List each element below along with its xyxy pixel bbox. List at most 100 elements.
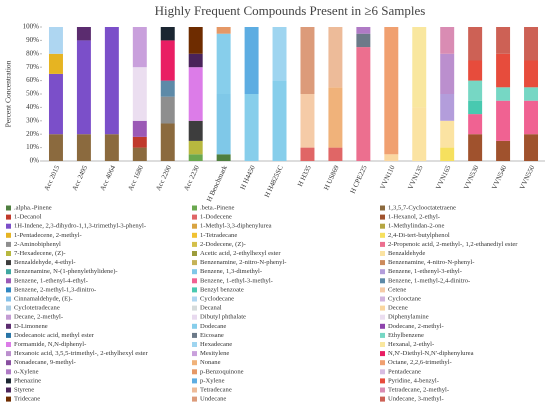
legend-label: 1-Pentadecene, 2-methyl-	[14, 232, 82, 239]
legend-swatch	[6, 205, 11, 211]
legend-label: Cetene	[388, 286, 406, 293]
legend-swatch	[192, 251, 197, 256]
legend-swatch	[380, 332, 385, 338]
legend-label: Decane, 2-methyl-	[14, 314, 63, 321]
bar-segment	[468, 27, 483, 61]
bar-segment	[132, 147, 147, 161]
legend-label: Benzene, 1,3-dimethyl-	[200, 268, 262, 275]
legend-label: Benzaldehyde, 4-ethyl-	[14, 259, 76, 266]
bar-segment	[524, 87, 539, 101]
legend-label: Benzaldehyde	[388, 250, 425, 257]
legend-label: Diphenylamine	[388, 314, 429, 321]
bar-segment	[328, 87, 343, 148]
legend-swatch	[6, 396, 11, 402]
bar-segment	[188, 140, 203, 155]
legend-swatch	[380, 269, 385, 275]
legend-label: .alpha.-Pinene	[14, 205, 52, 212]
legend-label: 7-Hexadecene, (Z)-	[14, 250, 66, 257]
bar-segment	[300, 147, 315, 161]
legend-swatch	[6, 378, 11, 384]
bar-segment	[440, 53, 455, 94]
bar-segment	[524, 134, 539, 161]
legend-label: p-Benzoquinone	[200, 368, 244, 375]
x-tick-label: VVN110	[379, 164, 397, 191]
bar-segment	[48, 27, 63, 54]
legend-swatch	[192, 287, 197, 293]
legend-swatch	[380, 387, 385, 393]
legend-label: Mesitylene	[200, 350, 229, 357]
legend-label: Benzene, 1-ethenyl-4-ethyl-	[14, 277, 88, 284]
legend-swatch	[6, 278, 11, 284]
bar-segment	[356, 27, 371, 34]
bar-segment	[468, 114, 483, 135]
bar-segment	[132, 136, 147, 148]
bar-segment	[496, 140, 511, 161]
legend-swatch	[380, 296, 385, 302]
legend-swatch	[6, 342, 11, 347]
legend-label: Pentadecane	[388, 368, 421, 375]
legend-swatch	[6, 305, 11, 311]
legend-label: 2,4-Di-tert-butylphenol	[388, 232, 450, 239]
bar-segment	[356, 33, 371, 48]
legend-label: 2-Aminobiphenyl	[14, 241, 61, 248]
legend-swatch	[6, 223, 11, 229]
y-tick-label: 80%	[26, 49, 39, 57]
legend-label: 1-Methyl-3,3-diphenylurea	[200, 223, 272, 230]
legend-swatch	[6, 332, 11, 338]
bar-segment	[272, 27, 287, 81]
legend-swatch	[380, 214, 385, 220]
legend-swatch	[192, 314, 197, 320]
legend-swatch	[192, 360, 197, 366]
legend-swatch	[192, 241, 197, 247]
y-tick-label: 70%	[26, 63, 39, 71]
bar-segment	[188, 67, 203, 121]
legend-swatch	[192, 323, 197, 329]
bar-segment	[160, 96, 175, 124]
y-tick-label: 100%	[23, 23, 40, 31]
bar-segment	[524, 60, 539, 88]
bar-segment	[48, 53, 63, 74]
bar-segment	[524, 27, 539, 61]
legend-swatch	[380, 378, 385, 384]
y-axis-title: Percent Concentration	[4, 60, 13, 127]
bar-segment	[412, 27, 427, 108]
legend-swatch	[6, 232, 11, 238]
legend-swatch	[380, 205, 385, 211]
bar-segment	[440, 147, 455, 161]
legend-label: Styrene	[14, 387, 34, 394]
legend-label: Benzene, 2-methyl-1,3-dinitro-	[14, 286, 96, 293]
legend-swatch	[6, 360, 11, 366]
bar-segment	[272, 80, 287, 161]
legend-label: 2-Propenoic acid, 2-methyl-, 1,2-ethaned…	[388, 241, 518, 248]
legend-label: Dodecane, 2-methyl-	[388, 323, 444, 330]
legend-label: Tetradecane, 2-methyl-	[388, 387, 449, 394]
legend-swatch	[192, 305, 197, 311]
legend-label: Benzenamine, N-(1-phenylethylidene)-	[14, 268, 118, 275]
bar-segment	[132, 120, 147, 137]
legend-label: Dibutyl phthalate	[200, 314, 246, 321]
legend-label: Nonadecane, 9-methyl-	[14, 359, 76, 366]
legend-label: Tridecane	[14, 396, 40, 403]
legend-label: Undecane	[200, 396, 226, 403]
x-tick-label: Acc 2015	[43, 164, 62, 192]
bar-segment	[496, 27, 511, 54]
legend-swatch	[192, 396, 197, 402]
legend-swatch	[6, 241, 11, 247]
bar-segment	[440, 94, 455, 121]
legend-label: Benzenamine, 4-nitro-N-phenyl-	[388, 259, 474, 266]
legend-swatch	[6, 269, 11, 275]
legend-label: Tetradecane	[200, 387, 232, 394]
bar-segment	[468, 134, 483, 161]
legend-label: p-Xylene	[200, 377, 225, 384]
legend-label: Cyclodecane	[200, 296, 234, 303]
bar-segment	[188, 154, 203, 161]
y-tick-label: 60%	[26, 76, 39, 84]
y-tick-label: 10%	[26, 143, 39, 151]
bar-segment	[76, 27, 91, 41]
legend-label: 1-Dodecene	[200, 214, 232, 221]
legend-label: Hexanal, 2-ethyl-	[388, 341, 434, 348]
legend-swatch	[192, 378, 197, 384]
bar-segment	[216, 33, 231, 94]
bar-segment	[440, 120, 455, 148]
legend-swatch	[6, 287, 11, 293]
